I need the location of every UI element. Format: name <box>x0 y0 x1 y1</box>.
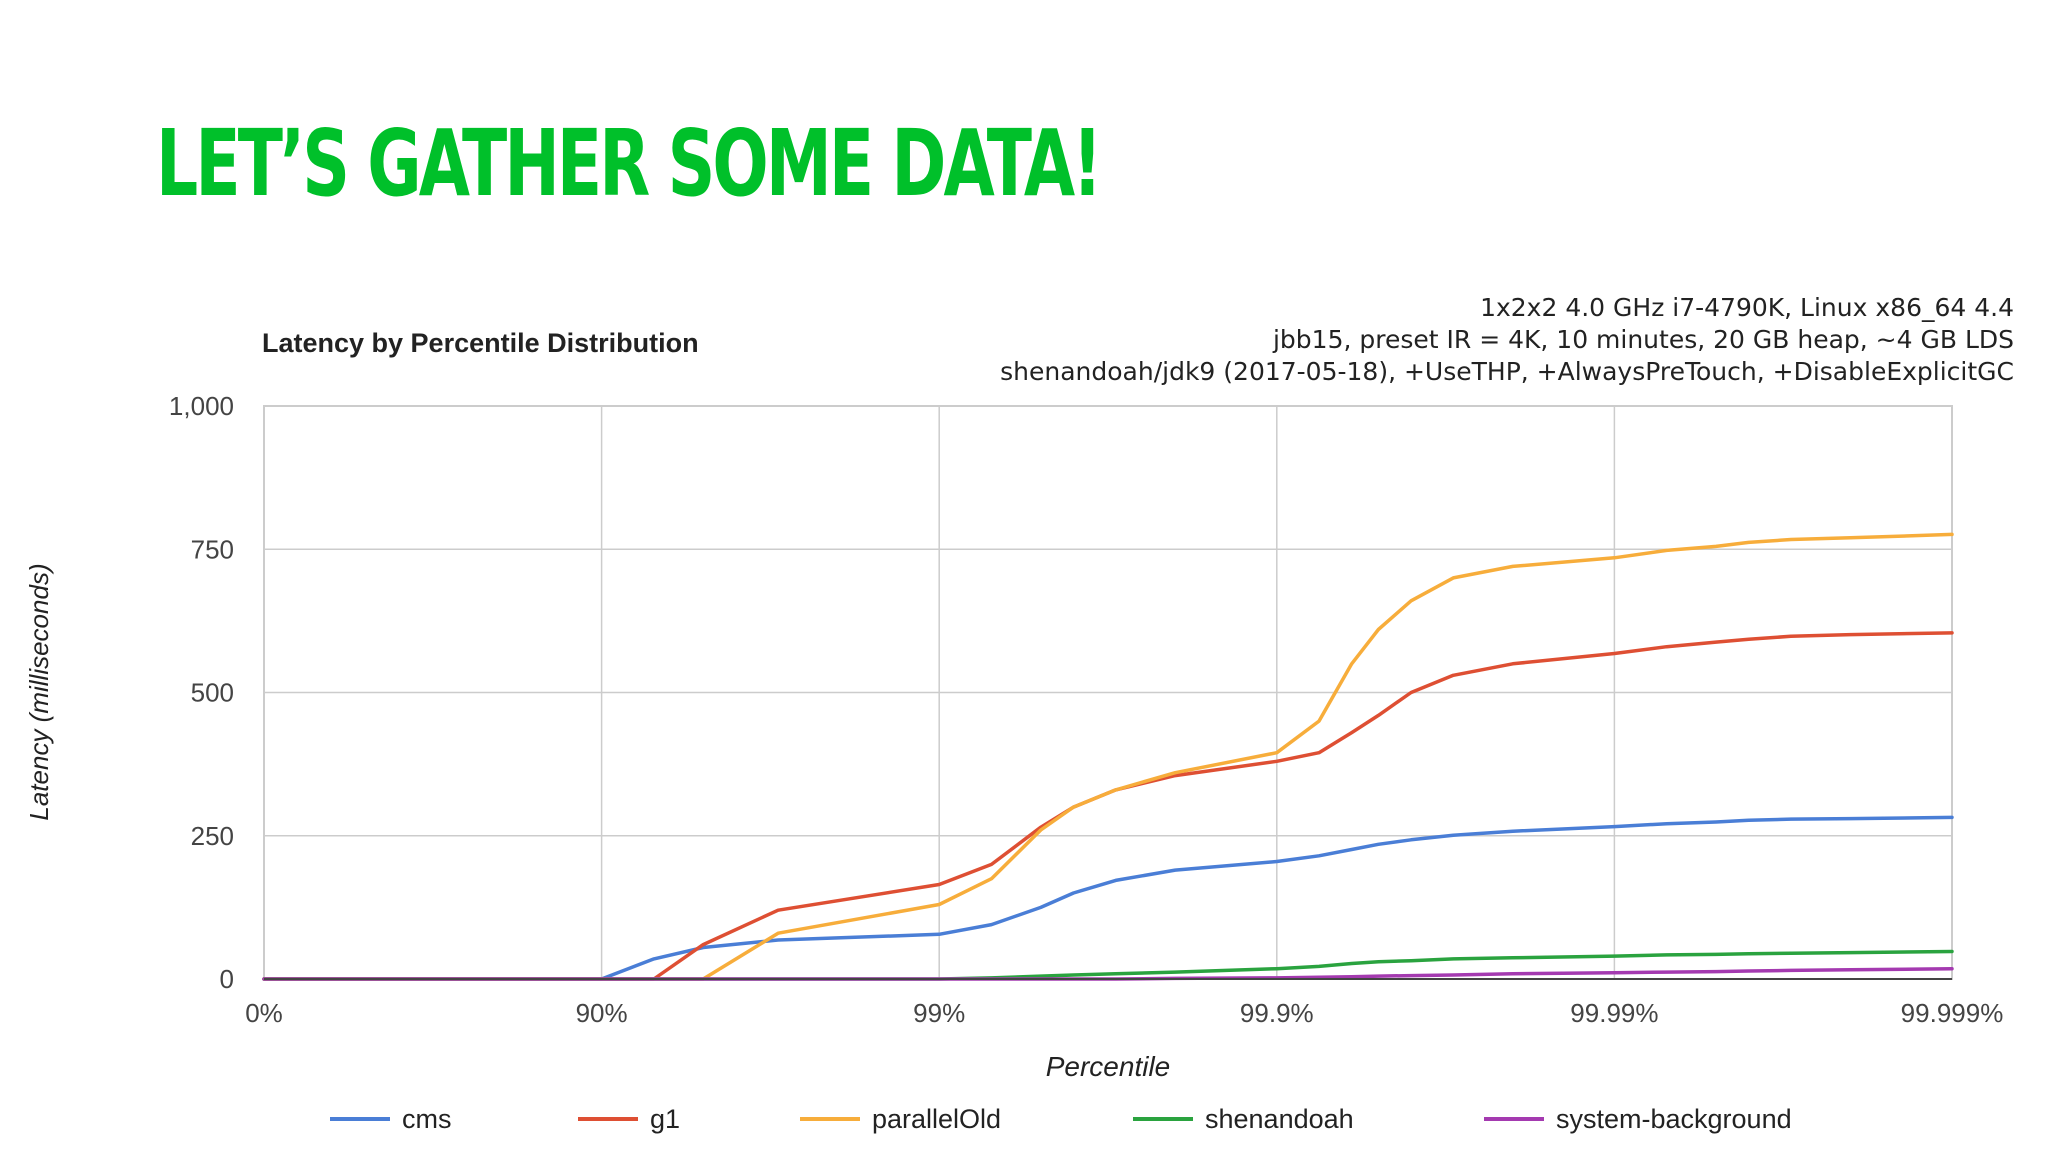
y-tick-label: 500 <box>191 678 234 708</box>
slide-title: LET’S GATHER SOME DATA! <box>156 110 1103 217</box>
x-tick-label: 0% <box>245 998 283 1028</box>
chart-subtitle-line-2: jbb15, preset IR = 4K, 10 minutes, 20 GB… <box>1272 325 2014 354</box>
series-lines <box>262 532 1954 981</box>
x-tick-label: 90% <box>576 998 628 1028</box>
legend: cms g1 parallelOld shenandoah system-backgro… <box>330 1104 1792 1134</box>
y-tick-label: 750 <box>191 534 234 564</box>
x-tick-label: 99.99% <box>1570 998 1658 1028</box>
legend-label-system-background: system-background <box>1556 1104 1792 1134</box>
axes: 0 250 500 750 1,000 0% 90% 99% 99.9% 99.99% 99.999… <box>169 391 2003 1028</box>
series-line-g1 <box>262 631 1954 981</box>
chart-subtitle-line-3: shenandoah/jdk9 (2017-05-18), +UseTHP, +… <box>1000 357 2014 386</box>
y-axis-label: Latency (milliseconds) <box>24 563 54 820</box>
chart-title: Latency by Percentile Distribution <box>262 328 699 358</box>
x-tick-label: 99.999% <box>1901 998 2004 1028</box>
x-tick-label: 99% <box>913 998 965 1028</box>
legend-label-cms: cms <box>402 1104 452 1134</box>
x-axis-label: Percentile <box>1046 1051 1171 1082</box>
x-tick-label: 99.9% <box>1240 998 1314 1028</box>
series-line-shenandoah <box>262 949 1954 981</box>
legend-label-shenandoah: shenandoah <box>1205 1104 1354 1134</box>
series-line-parallelOld <box>262 532 1954 981</box>
legend-label-g1: g1 <box>650 1104 680 1134</box>
y-tick-label: 0 <box>220 964 234 994</box>
chart-subtitle-line-1: 1x2x2 4.0 GHz i7-4790K, Linux x86_64 4.4 <box>1480 293 2014 322</box>
grid <box>263 405 1953 980</box>
y-tick-label: 250 <box>191 821 234 851</box>
legend-label-parallelOld: parallelOld <box>872 1104 1001 1134</box>
y-tick-label: 1,000 <box>169 391 234 421</box>
series-line-cms <box>262 815 1954 981</box>
